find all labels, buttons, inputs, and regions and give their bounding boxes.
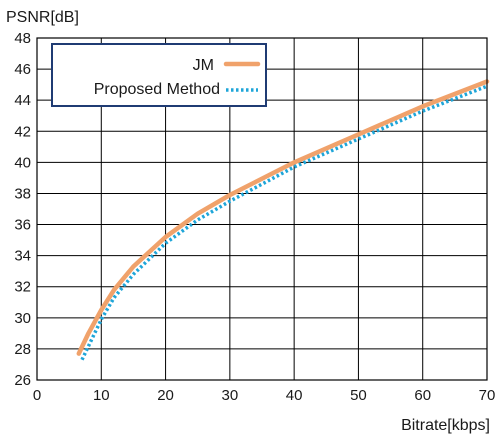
legend-box	[51, 43, 267, 107]
y-tick-label: 46	[14, 61, 31, 78]
x-tick-label: 60	[414, 387, 431, 404]
x-axis-title: Bitrate[kbps]	[401, 417, 490, 434]
series-line-jm	[76, 79, 490, 356]
y-tick-label: 38	[14, 185, 31, 202]
series-layer	[76, 79, 490, 361]
y-tick-label: 48	[14, 30, 31, 47]
x-tick-label: 50	[350, 387, 367, 404]
y-tick-label: 40	[14, 154, 31, 171]
y-tick-label: 30	[14, 310, 31, 327]
x-axis-ticks: 0 10 20 30 40 50 60 70	[33, 387, 496, 404]
y-tick-label: 44	[14, 92, 31, 109]
x-tick-label: 70	[479, 387, 496, 404]
y-tick-label: 32	[14, 279, 31, 296]
y-tick-label: 28	[14, 341, 31, 358]
y-tick-label: 26	[14, 372, 31, 389]
x-tick-label: 20	[157, 387, 174, 404]
legend-label-proposed-method: Proposed Method	[94, 81, 220, 98]
x-tick-label: 30	[222, 387, 239, 404]
y-tick-label: 36	[14, 217, 31, 234]
x-tick-label: 10	[93, 387, 110, 404]
legend: JM Proposed Method	[51, 43, 267, 107]
y-tick-label: 42	[14, 123, 31, 140]
x-tick-label: 40	[286, 387, 303, 404]
y-axis-title: PSNR[dB]	[6, 9, 79, 26]
legend-label-jm: JM	[193, 57, 214, 74]
x-tick-label: 0	[33, 387, 41, 404]
plot-frame	[36, 37, 488, 381]
y-axis-ticks: 26 28 30 32 34 36 38 40 42 44 46 48	[14, 30, 31, 389]
y-tick-label: 34	[14, 248, 31, 265]
series-line-proposed-method	[80, 84, 488, 361]
